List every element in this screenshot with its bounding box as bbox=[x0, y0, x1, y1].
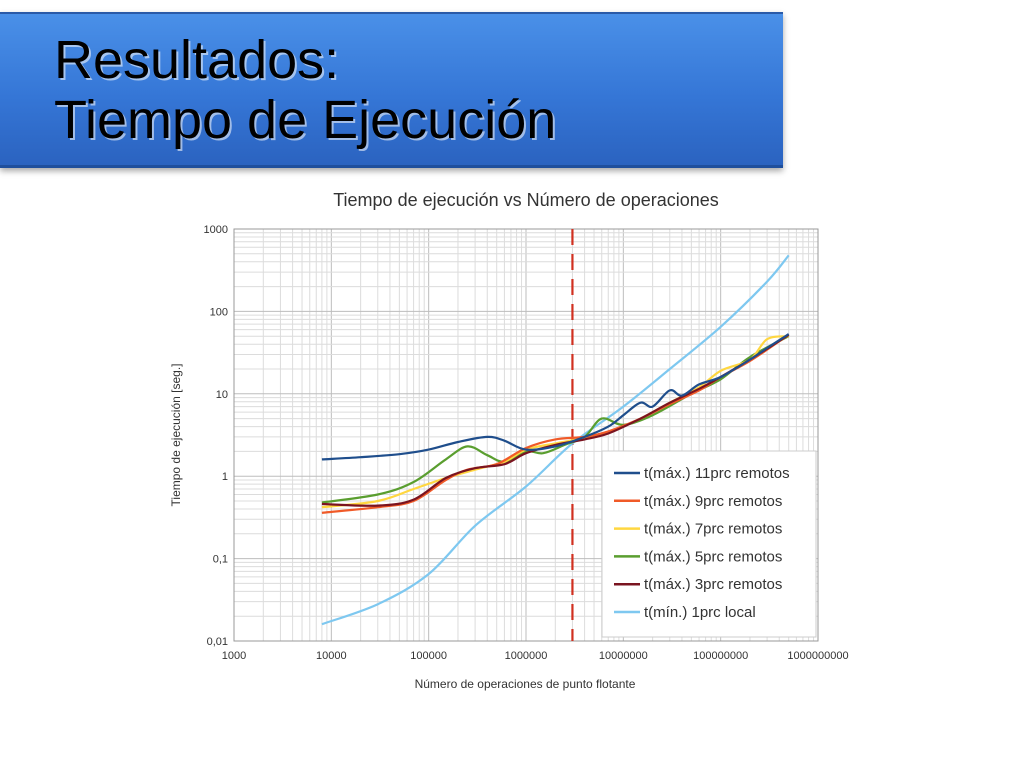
legend-entry-1: t(máx.) 9prc remotos bbox=[644, 493, 782, 510]
y-tick-label: 10 bbox=[216, 389, 228, 401]
x-axis-label: Número de operaciones de punto flotante bbox=[415, 677, 636, 691]
slide-title-line1: Resultados: bbox=[54, 30, 340, 90]
x-tick-labels: 1000 10000 100000 1000000 10000000 100000000 1… bbox=[222, 650, 849, 662]
legend-entry-4: t(máx.) 3prc remotos bbox=[644, 576, 782, 593]
legend-box bbox=[601, 450, 817, 638]
y-tick-label: 1 bbox=[222, 471, 228, 483]
execution-time-chart: Tiempo de ejecución vs Número de operaci… bbox=[169, 190, 849, 691]
y-tick-label: 0,01 bbox=[207, 636, 228, 648]
legend-entry-0: t(máx.) 11prc remotos bbox=[644, 465, 790, 482]
legend-entry-2: t(máx.) 7prc remotos bbox=[644, 521, 782, 538]
y-tick-label: 0,1 bbox=[213, 554, 228, 566]
y-tick-labels: 0,01 0,1 1 10 100 1000 bbox=[204, 224, 228, 648]
y-tick-label: 1000 bbox=[204, 224, 228, 236]
slide-title-line2: Tiempo de Ejecución bbox=[54, 90, 557, 150]
x-tick-label: 10000000 bbox=[599, 650, 648, 662]
series-line-0 bbox=[321, 333, 790, 461]
legend-entry-3: t(máx.) 5prc remotos bbox=[644, 548, 782, 565]
x-tick-label: 1000 bbox=[222, 650, 246, 662]
y-tick-label: 100 bbox=[210, 306, 228, 318]
chart-legend: t(máx.) 11prc remotos t(máx.) 9prc remoto… bbox=[601, 450, 817, 638]
x-tick-label: 100000 bbox=[410, 650, 447, 662]
legend-entry-5: t(mín.) 1prc local bbox=[644, 604, 756, 621]
x-tick-label: 100000000 bbox=[693, 650, 748, 662]
x-tick-label: 10000 bbox=[316, 650, 347, 662]
series-lines bbox=[321, 254, 790, 626]
title-banner: Resultados: Tiempo de Ejecución bbox=[0, 12, 783, 168]
x-tick-label: 1000000 bbox=[505, 650, 548, 662]
y-axis-label: Tiempo de ejecución [seg.] bbox=[169, 364, 183, 507]
series-line-2 bbox=[321, 335, 789, 509]
slide-title: Resultados: Tiempo de Ejecución bbox=[54, 30, 556, 150]
chart-title: Tiempo de ejecución vs Número de operaci… bbox=[333, 190, 719, 210]
x-tick-label: 1000000000 bbox=[787, 650, 848, 662]
plot-frame bbox=[233, 228, 819, 642]
